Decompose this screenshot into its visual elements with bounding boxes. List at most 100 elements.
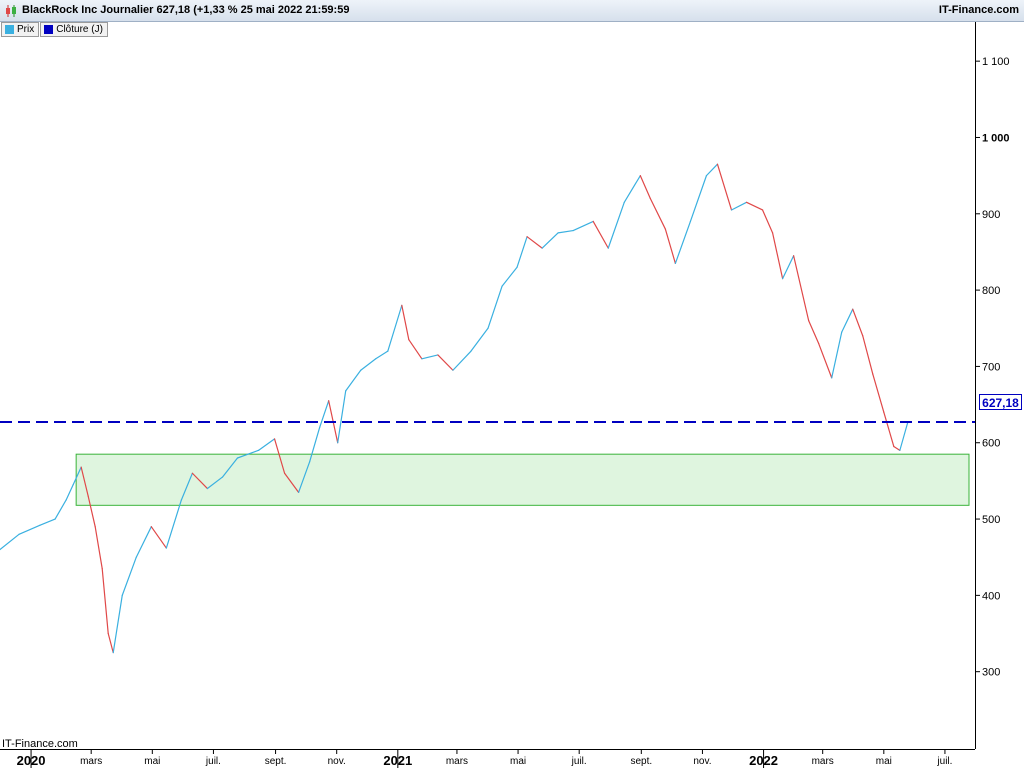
price-segment <box>745 201 764 211</box>
price-segment <box>893 445 901 451</box>
y-tick-label: 900 <box>982 209 1000 221</box>
price-segment <box>54 499 67 520</box>
x-tick-label: nov. <box>693 756 711 767</box>
y-tick-label: 600 <box>982 438 1000 450</box>
x-tick-label: juil. <box>205 756 221 767</box>
price-segment <box>852 308 864 337</box>
price-segment <box>557 229 574 234</box>
price-segment <box>526 236 543 249</box>
price-segment <box>401 304 410 341</box>
price-segment <box>421 354 439 360</box>
price-segment <box>236 449 260 459</box>
x-tick-label: 2020 <box>17 753 46 768</box>
price-segment <box>818 342 833 379</box>
price-segment <box>899 421 909 451</box>
price-segment <box>121 556 137 596</box>
plot-area-background <box>0 22 975 748</box>
price-segment <box>345 369 362 392</box>
x-tick-label: sept. <box>265 756 287 767</box>
price-segment <box>408 339 423 360</box>
price-segment <box>470 327 489 352</box>
x-tick-label: 2021 <box>383 753 412 768</box>
price-segment <box>452 350 472 371</box>
price-segment <box>607 201 625 249</box>
y-tick-label: 500 <box>982 514 1000 526</box>
y-tick-label: 400 <box>982 590 1000 602</box>
chart-title: BlackRock Inc Journalier 627,18 (+1,33 %… <box>22 4 350 16</box>
price-segment <box>360 358 377 371</box>
x-tick-label: mars <box>446 756 468 767</box>
price-segment <box>319 400 330 429</box>
price-segment <box>387 304 403 352</box>
price-segment <box>592 220 609 249</box>
y-tick-label: 300 <box>982 667 1000 679</box>
price-segment <box>841 308 854 333</box>
price-segment <box>112 594 123 654</box>
price-segment <box>150 526 167 549</box>
price-segment <box>516 236 528 268</box>
close-price-tag: 627,18 <box>979 394 1022 410</box>
price-segment <box>39 518 56 526</box>
price-segment <box>283 472 300 493</box>
price-segment <box>298 461 311 493</box>
x-tick-label: mai <box>510 756 526 767</box>
price-segment <box>831 331 843 379</box>
price-segment <box>221 457 239 478</box>
brand-name: IT-Finance.com <box>938 4 1019 16</box>
price-segment <box>257 438 276 451</box>
x-tick-label: nov. <box>328 756 346 767</box>
prix-swatch-icon <box>5 25 14 34</box>
price-segment <box>664 228 676 264</box>
price-segment <box>623 175 641 203</box>
price-segment <box>375 350 389 360</box>
price-segment <box>80 466 89 497</box>
support-zone <box>75 453 970 506</box>
price-segment <box>639 175 651 200</box>
watermark: IT-Finance.com <box>2 738 78 750</box>
price-segment <box>883 411 895 448</box>
price-segment <box>761 209 774 234</box>
price-segment <box>782 255 795 280</box>
price-segment <box>730 201 748 211</box>
price-segment <box>101 568 109 635</box>
x-tick-label: mars <box>80 756 102 767</box>
price-segment <box>206 476 224 490</box>
y-tick-label: 800 <box>982 285 1000 297</box>
price-segment <box>793 255 810 322</box>
price-segment <box>674 220 692 264</box>
x-tick-label: sept. <box>630 756 652 767</box>
price-segment <box>649 197 666 230</box>
x-tick-label: 2022 <box>749 753 778 768</box>
price-segment <box>165 499 182 549</box>
price-segment <box>862 335 874 375</box>
y-tick-label: 1 000 <box>982 132 1010 144</box>
x-tick-label: juil. <box>936 756 952 767</box>
price-segment <box>94 526 103 570</box>
price-segment <box>87 495 96 528</box>
price-segment <box>180 472 193 501</box>
price-segment <box>191 472 209 490</box>
legend-label-cloture: Clôture (J) <box>56 24 103 35</box>
legend-item-cloture[interactable]: Clôture (J) <box>40 22 108 37</box>
price-segment <box>72 466 82 486</box>
cloture-swatch-icon <box>44 25 54 34</box>
price-segment <box>705 163 719 177</box>
legend-label-prix: Prix <box>17 24 35 35</box>
price-segment <box>716 163 733 211</box>
candlestick-icon <box>6 5 16 17</box>
price-segment <box>437 354 454 371</box>
price-segment <box>501 266 518 287</box>
legend-item-prix[interactable]: Prix <box>1 22 40 37</box>
price-segment <box>771 232 784 280</box>
title-bar: BlackRock Inc Journalier 627,18 (+1,33 %… <box>0 0 1024 22</box>
price-segment <box>273 438 286 474</box>
price-segment <box>107 632 114 654</box>
price-segment <box>689 175 708 223</box>
x-tick-label: mars <box>812 756 834 767</box>
price-segment <box>872 373 885 413</box>
price-segment <box>65 484 74 501</box>
price-segment <box>541 232 559 249</box>
price-segment <box>487 285 503 329</box>
y-tick-label: 700 <box>982 361 1000 373</box>
